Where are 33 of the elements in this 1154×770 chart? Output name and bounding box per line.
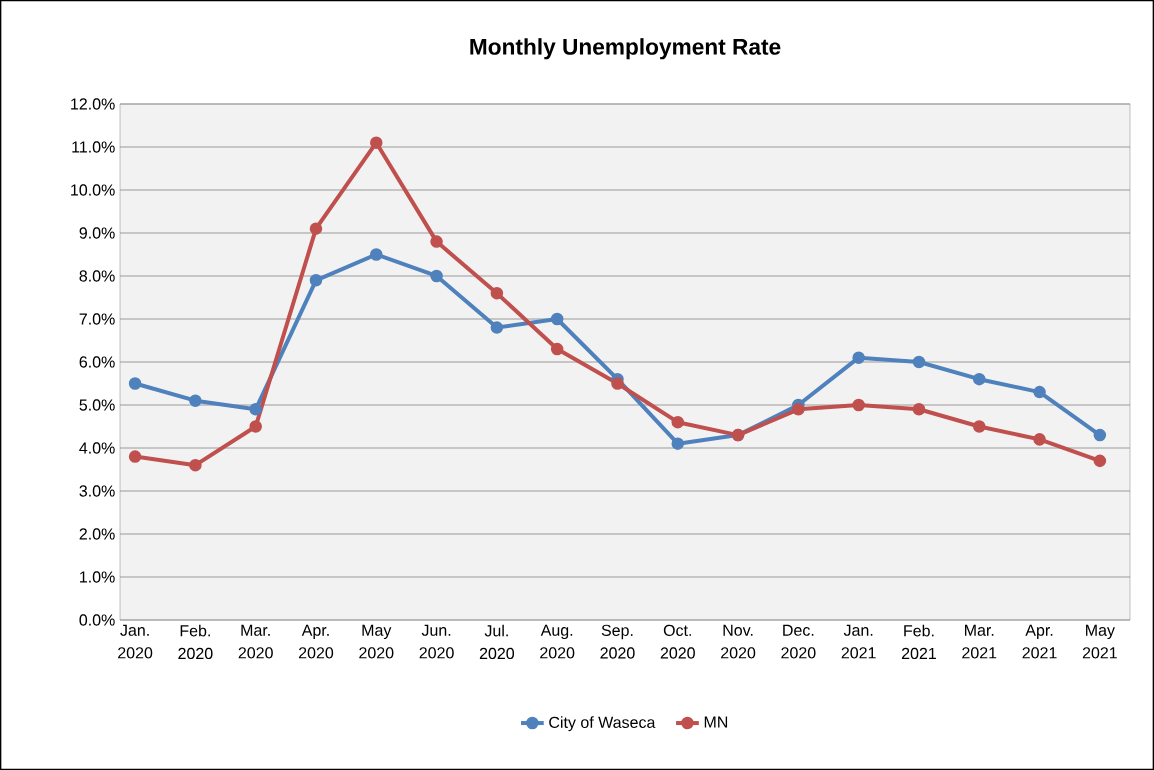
y-tick-label: 3.0%: [79, 485, 115, 497]
y-tick-label: 6.0%: [79, 356, 115, 368]
x-tick-label: Dec. 2020: [781, 624, 816, 659]
legend-label: MN: [704, 716, 728, 728]
x-tick-label: Jan. 2021: [841, 624, 876, 659]
x-tick-label: Mar. 2020: [238, 624, 273, 659]
legend-label: City of Waseca: [549, 716, 656, 732]
x-tick-label: May 2020: [359, 624, 394, 659]
x-tick-label: Aug. 2020: [540, 624, 575, 659]
x-tick-label: Apr. 2020: [298, 624, 334, 659]
y-tick-label: 12.0%: [71, 98, 115, 110]
x-tick-label: Oct. 2020: [660, 624, 695, 659]
y-tick-label: 5.0%: [79, 399, 115, 411]
x-tick-label: Mar. 2021: [962, 624, 997, 659]
y-tick-label: 0.0%: [79, 614, 115, 626]
x-tick-label: Jul. 2020: [479, 624, 515, 660]
x-tick-label: Jan. 2020: [118, 624, 153, 659]
chart-title: Monthly Unemployment Rate: [470, 38, 781, 60]
y-tick-label: 2.0%: [79, 528, 115, 540]
x-tick-label: Feb. 2020: [178, 624, 213, 660]
y-tick-label: 7.0%: [79, 313, 115, 325]
y-tick-label: 10.0%: [71, 184, 115, 196]
x-tick-label: Sep. 2020: [600, 624, 635, 659]
x-tick-label: Nov. 2020: [721, 624, 756, 659]
x-tick-label: May 2021: [1082, 624, 1117, 659]
y-tick-label: 1.0%: [80, 571, 115, 583]
x-tick-label: Jun. 2020: [419, 624, 454, 659]
x-tick-label: Feb. 2021: [901, 624, 936, 660]
y-tick-label: 11.0%: [72, 141, 115, 153]
y-tick-label: 9.0%: [79, 227, 115, 239]
y-tick-label: 8.0%: [79, 270, 115, 282]
x-tick-label: Apr. 2021: [1022, 624, 1057, 659]
y-tick-label: 4.0%: [79, 442, 115, 454]
